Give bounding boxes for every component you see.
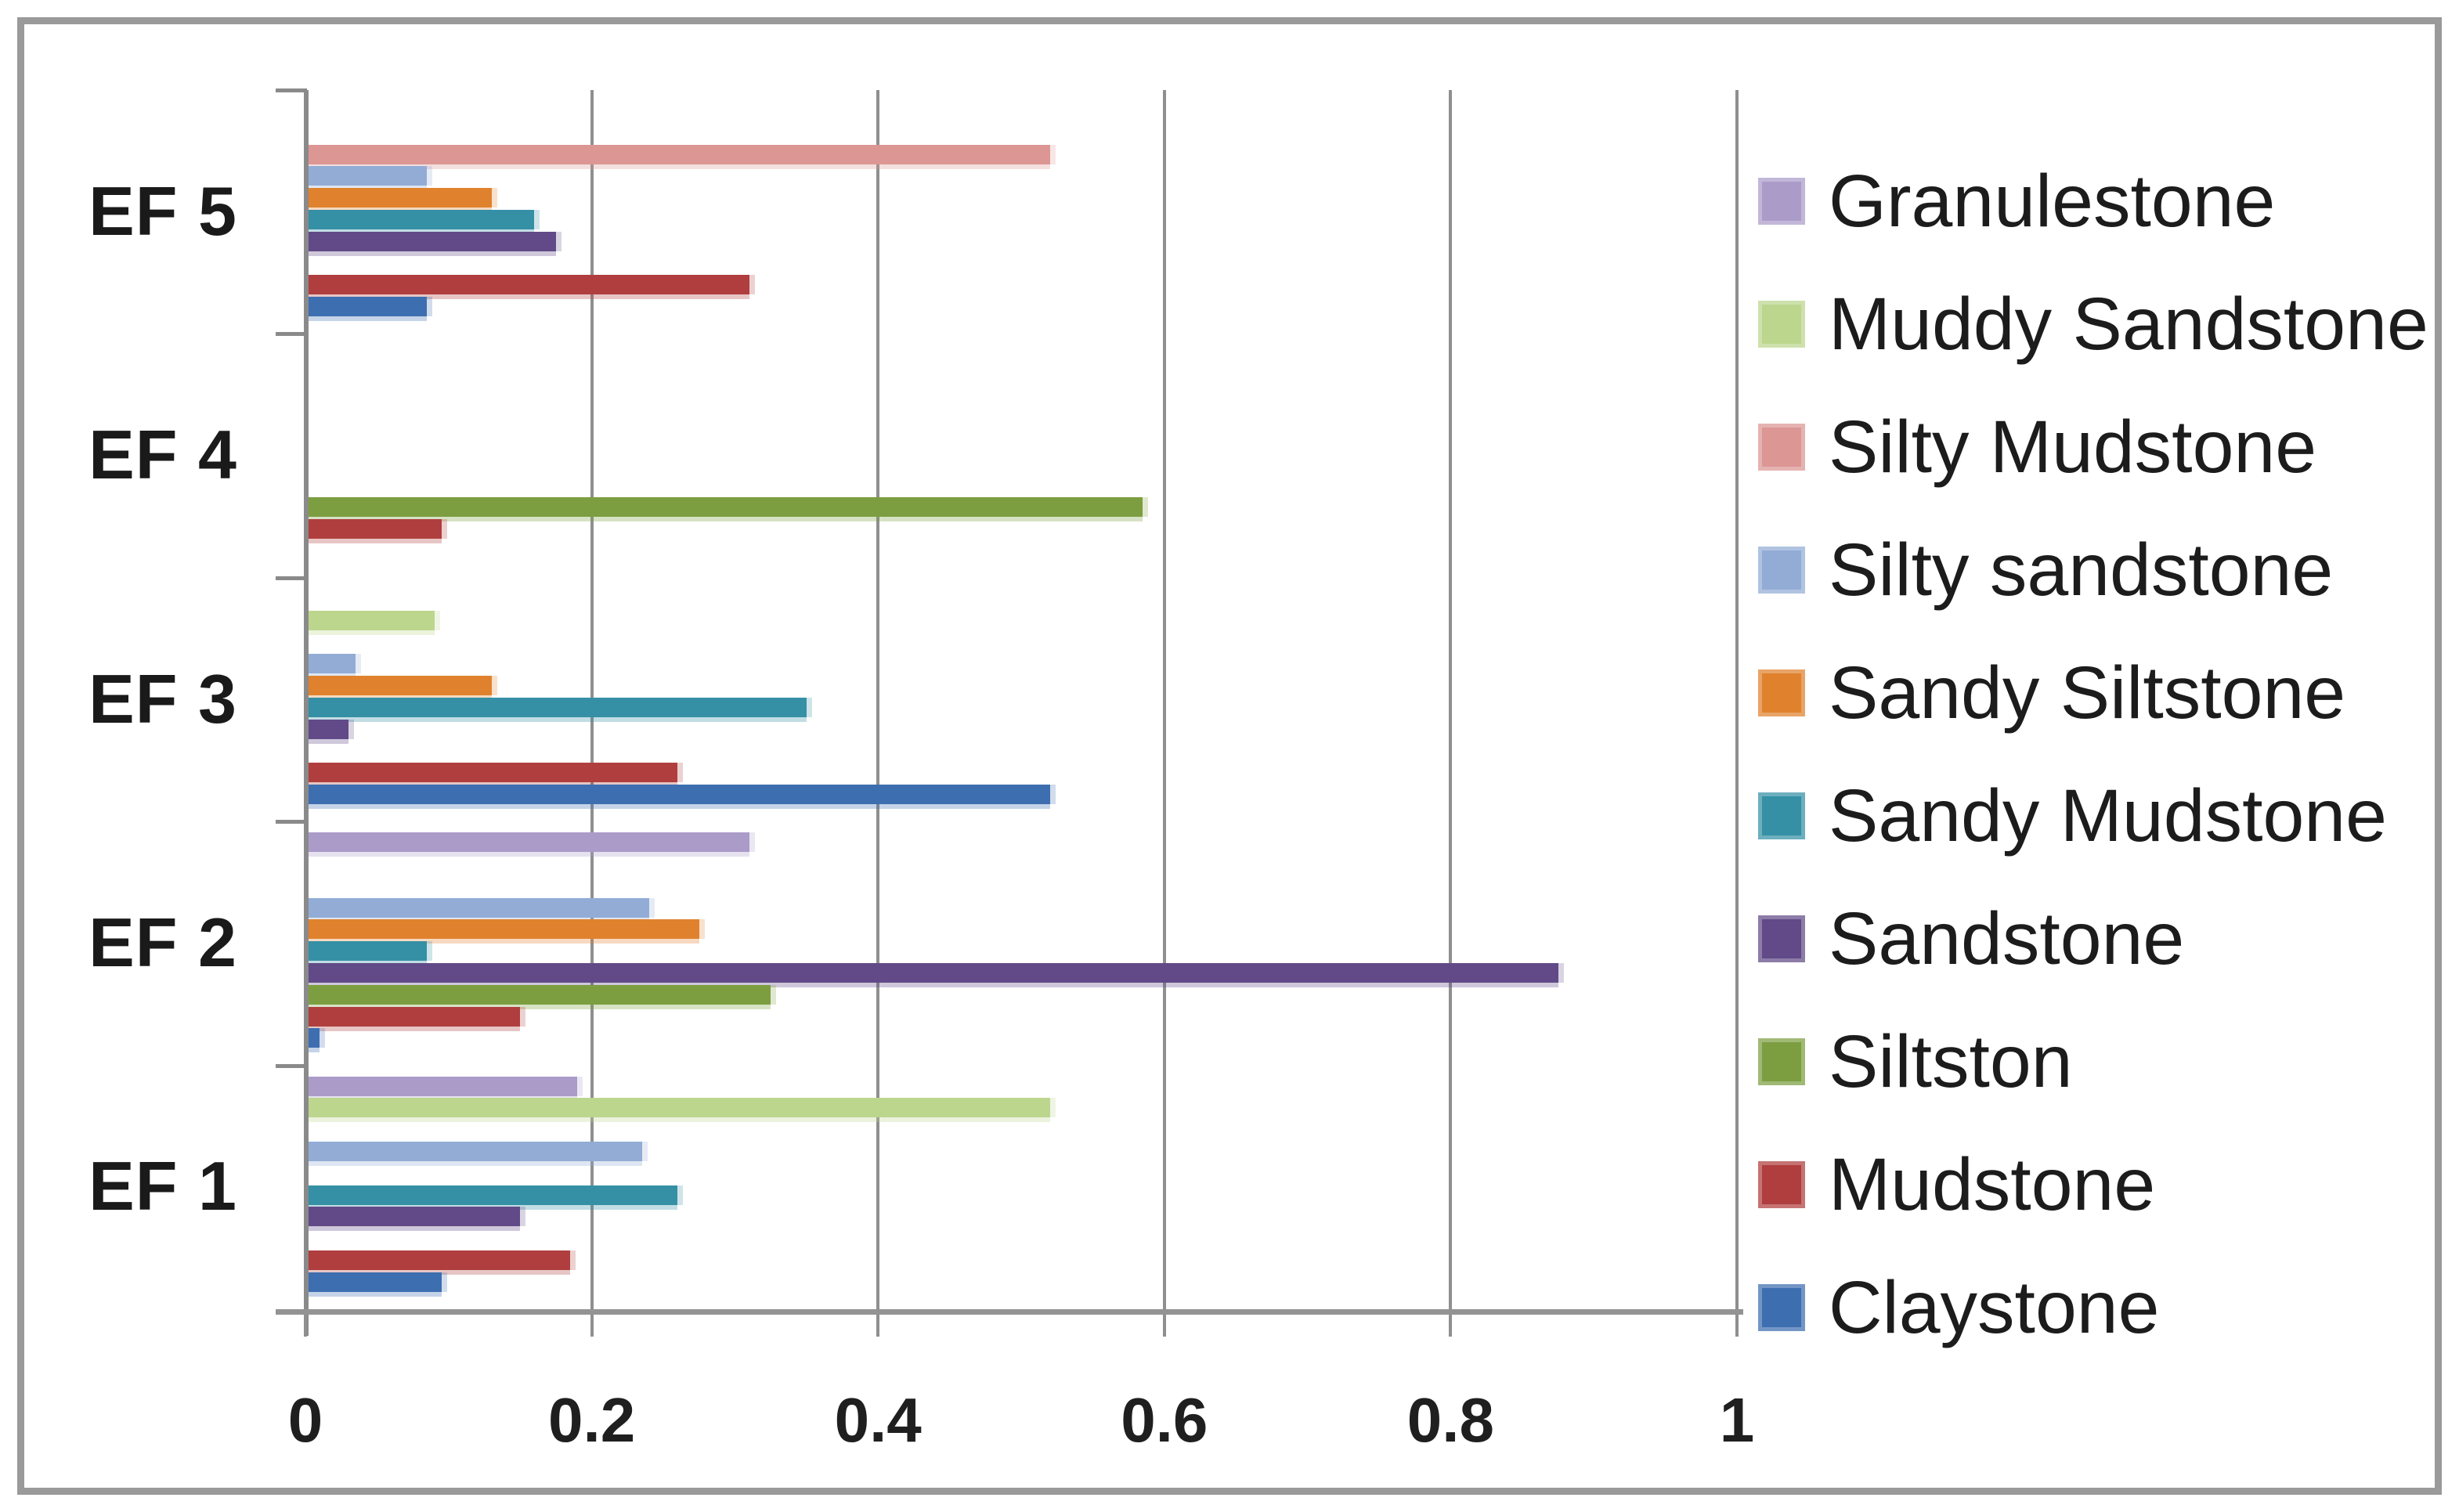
bar-claystone-ef-2: [305, 1028, 320, 1048]
bar-granulestone-ef-2: [305, 832, 749, 853]
x-axis-tick-0.4: [876, 1315, 880, 1337]
legend-swatch-sandy-mudstone: [1758, 792, 1805, 839]
x-axis-line: [276, 1309, 1743, 1315]
bar-sandy-mudstone-ef-3: [305, 697, 807, 717]
legend-item-mudstone: Mudstone: [1758, 1142, 2155, 1228]
bar-muddy-sandstone-ef-3: [305, 610, 435, 630]
bar-sandy-siltstone-ef-5: [305, 188, 492, 208]
bar-sandstone-ef-3: [305, 719, 348, 739]
bar-sandstone-ef-2: [305, 963, 1558, 983]
bar-silty-sandstone-ef-2: [305, 897, 649, 918]
category-label-ef-2: EF 2: [88, 903, 237, 981]
gridline-0.6: [1162, 90, 1166, 1309]
bar-claystone-ef-5: [305, 297, 428, 317]
plot-area: [305, 90, 1739, 1309]
legend-label-claystone: Claystone: [1829, 1265, 2160, 1349]
legend-swatch-granulestone: [1758, 178, 1805, 225]
legend-item-siltston: Siltston: [1758, 1019, 2073, 1105]
bar-siltston-ef-4: [305, 497, 1143, 517]
legend-swatch-mudstone: [1758, 1161, 1805, 1208]
x-tick-label-0.8: 0.8: [1406, 1385, 1494, 1455]
legend-label-sandstone: Sandstone: [1829, 897, 2185, 980]
gridline-0.4: [876, 90, 880, 1309]
legend-item-granulestone: Granulestone: [1758, 158, 2275, 244]
legend-label-silty-mudstone: Silty Mudstone: [1829, 405, 2317, 489]
y-axis-tick: [276, 332, 307, 337]
bar-sandy-mudstone-ef-2: [305, 941, 428, 962]
y-axis-tick: [276, 576, 307, 580]
bar-claystone-ef-3: [305, 785, 1050, 804]
legend-label-sandy-mudstone: Sandy Mudstone: [1829, 774, 2387, 857]
legend-swatch-claystone: [1758, 1284, 1805, 1331]
x-tick-label-0.4: 0.4: [834, 1385, 922, 1455]
x-axis-tick-0: [304, 1315, 307, 1337]
legend-swatch-siltston: [1758, 1038, 1805, 1085]
bar-sandstone-ef-1: [305, 1207, 521, 1227]
chart-border-frame: [17, 17, 2442, 1495]
legend: Granulestone Muddy Sandstone Silty Mudston…: [1758, 0, 2432, 1512]
x-tick-label-0.6: 0.6: [1121, 1385, 1208, 1455]
y-axis-tick: [276, 88, 307, 92]
category-label-ef-5: EF 5: [88, 171, 237, 250]
bar-sandy-mudstone-ef-5: [305, 210, 535, 229]
legend-label-muddy-sandstone: Muddy Sandstone: [1829, 282, 2428, 366]
bar-muddy-sandstone-ef-1: [305, 1098, 1050, 1118]
x-tick-label-0.2: 0.2: [547, 1385, 636, 1455]
category-label-ef-3: EF 3: [88, 659, 237, 738]
x-tick-label-1: 1: [1719, 1385, 1755, 1455]
legend-item-claystone: Claystone: [1758, 1265, 2159, 1351]
bar-silty-mudstone-ef-5: [305, 144, 1050, 164]
gridline-0.8: [1449, 90, 1453, 1309]
legend-item-muddy-sandstone: Muddy Sandstone: [1758, 281, 2428, 367]
legend-item-silty-sandstone: Silty sandstone: [1758, 527, 2333, 613]
x-tick-label-0: 0: [287, 1385, 323, 1455]
bar-claystone-ef-1: [305, 1272, 442, 1292]
x-axis-tick-0.2: [590, 1315, 594, 1337]
bar-sandy-siltstone-ef-2: [305, 919, 699, 940]
legend-item-sandstone: Sandstone: [1758, 896, 2184, 982]
bar-mudstone-ef-1: [305, 1250, 571, 1270]
legend-label-granulestone: Granulestone: [1829, 159, 2276, 243]
bar-silty-sandstone-ef-5: [305, 166, 428, 186]
legend-item-sandy-mudstone: Sandy Mudstone: [1758, 773, 2387, 859]
x-axis-tick-1: [1735, 1315, 1739, 1337]
legend-swatch-muddy-sandstone: [1758, 301, 1805, 348]
legend-swatch-silty-mudstone: [1758, 424, 1805, 471]
bar-silty-sandstone-ef-1: [305, 1142, 642, 1161]
legend-label-siltston: Siltston: [1829, 1019, 2073, 1103]
bar-mudstone-ef-2: [305, 1006, 521, 1027]
category-label-ef-1: EF 1: [88, 1147, 237, 1225]
bar-sandy-mudstone-ef-1: [305, 1185, 678, 1205]
bar-mudstone-ef-4: [305, 518, 442, 539]
y-axis-tick: [276, 1063, 307, 1068]
legend-item-sandy-siltstone: Sandy Siltstone: [1758, 650, 2345, 736]
bar-siltston-ef-2: [305, 984, 771, 1005]
bar-mudstone-ef-5: [305, 275, 749, 295]
bar-sandy-siltstone-ef-3: [305, 676, 492, 695]
legend-swatch-silty-sandstone: [1758, 547, 1805, 594]
bar-mudstone-ef-3: [305, 763, 678, 783]
legend-label-sandy-siltstone: Sandy Siltstone: [1829, 651, 2346, 734]
legend-swatch-sandstone: [1758, 915, 1805, 962]
category-label-ef-4: EF 4: [88, 416, 237, 494]
bar-silty-sandstone-ef-3: [305, 654, 356, 674]
legend-label-silty-sandstone: Silty sandstone: [1829, 528, 2334, 612]
legend-label-mudstone: Mudstone: [1829, 1142, 2156, 1226]
legend-item-silty-mudstone: Silty Mudstone: [1758, 404, 2316, 490]
y-axis-tick: [276, 820, 307, 825]
x-axis-tick-0.6: [1162, 1315, 1166, 1337]
bar-granulestone-ef-1: [305, 1076, 578, 1096]
bar-sandstone-ef-5: [305, 231, 556, 251]
y-axis-line: [304, 90, 309, 1336]
gridline-1: [1735, 90, 1739, 1309]
legend-swatch-sandy-siltstone: [1758, 669, 1805, 716]
x-axis-tick-0.8: [1449, 1315, 1453, 1337]
